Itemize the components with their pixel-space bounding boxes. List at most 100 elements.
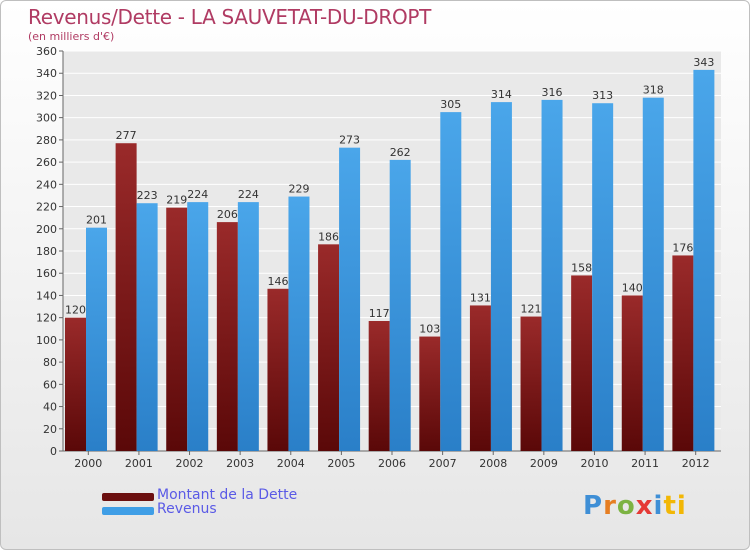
y-tick-label: 320 bbox=[36, 89, 57, 102]
bar-dette bbox=[469, 305, 491, 451]
logo-letter: r bbox=[603, 491, 617, 521]
legend-label-dette: Montant de la Dette bbox=[157, 487, 298, 503]
bar-dette bbox=[368, 321, 390, 451]
y-tick-label: 40 bbox=[43, 401, 57, 414]
data-label: 140 bbox=[622, 281, 643, 294]
logo-letter: o bbox=[616, 491, 636, 521]
bar-dette bbox=[621, 295, 643, 451]
x-tick-label: 2004 bbox=[277, 457, 305, 470]
data-label: 273 bbox=[339, 134, 360, 147]
data-label: 158 bbox=[571, 261, 592, 274]
axes: 0 20 40 60 80 100 120 140 160 180 200 220 240 260 280 3… bbox=[36, 45, 721, 470]
y-tick-label: 120 bbox=[36, 312, 57, 325]
bar-dette bbox=[65, 317, 86, 451]
bar-dette bbox=[318, 244, 340, 451]
legend-swatch-dette bbox=[102, 493, 154, 501]
logo-letter: x bbox=[635, 491, 654, 521]
bar-revenus bbox=[389, 159, 411, 451]
bar-revenus bbox=[440, 112, 462, 451]
bar-revenus bbox=[541, 99, 563, 451]
data-label: 186 bbox=[318, 230, 339, 243]
x-tick-label: 2001 bbox=[125, 457, 153, 470]
y-tick-label: 180 bbox=[36, 245, 57, 258]
x-tick-label: 2008 bbox=[479, 457, 507, 470]
bar-dette bbox=[672, 255, 694, 451]
data-label: 121 bbox=[521, 303, 542, 316]
data-label: 103 bbox=[419, 323, 440, 336]
bar-revenus bbox=[136, 203, 158, 451]
bar-revenus bbox=[86, 227, 107, 451]
x-tick-label: 2003 bbox=[226, 457, 254, 470]
data-label: 120 bbox=[65, 304, 86, 317]
y-tick-label: 60 bbox=[43, 378, 57, 391]
x-tick-label: 2002 bbox=[176, 457, 204, 470]
data-label: 316 bbox=[542, 86, 563, 99]
data-label: 343 bbox=[693, 56, 714, 69]
bar-revenus bbox=[592, 103, 614, 451]
x-tick-label: 2000 bbox=[74, 457, 102, 470]
bar-dette bbox=[115, 143, 137, 451]
y-tick-label: 140 bbox=[36, 289, 57, 302]
chart-title: Revenus/Dette - LA SAUVETAT-DU-DROPT bbox=[28, 5, 432, 29]
y-tick-label: 340 bbox=[36, 67, 57, 80]
data-label: 224 bbox=[238, 188, 259, 201]
logo-letter: i bbox=[653, 491, 664, 521]
data-label: 313 bbox=[592, 89, 613, 102]
data-label: 201 bbox=[86, 214, 107, 227]
bar-dette bbox=[216, 222, 238, 451]
data-label: 305 bbox=[440, 98, 461, 111]
legend-swatch-revenus bbox=[102, 507, 154, 515]
bars bbox=[65, 69, 715, 452]
bar-dette bbox=[520, 316, 542, 451]
proxiti-logo: Proxiti bbox=[583, 491, 687, 521]
bar-dette bbox=[267, 288, 289, 451]
data-label: 219 bbox=[166, 194, 187, 207]
x-tick-label: 2007 bbox=[429, 457, 457, 470]
x-tick-label: 2012 bbox=[682, 457, 710, 470]
y-tick-label: 360 bbox=[36, 45, 57, 58]
data-label: 206 bbox=[217, 208, 238, 221]
data-label: 277 bbox=[116, 129, 137, 142]
chart-subtitle: (en milliers d'€) bbox=[28, 30, 115, 43]
bar-revenus bbox=[339, 147, 361, 451]
x-tick-label: 2006 bbox=[378, 457, 406, 470]
x-tick-label: 2005 bbox=[327, 457, 355, 470]
data-label: 117 bbox=[369, 307, 390, 320]
bar-revenus bbox=[490, 102, 512, 451]
x-tick-label: 2010 bbox=[580, 457, 608, 470]
data-label: 131 bbox=[470, 291, 491, 304]
data-label: 314 bbox=[491, 88, 512, 101]
bar-revenus bbox=[693, 69, 715, 451]
data-label: 229 bbox=[288, 183, 309, 196]
bar-revenus bbox=[288, 196, 310, 451]
bar-dette bbox=[571, 275, 593, 451]
data-label: 318 bbox=[643, 84, 664, 97]
x-tick-label: 2009 bbox=[530, 457, 558, 470]
y-tick-label: 260 bbox=[36, 156, 57, 169]
data-label: 262 bbox=[390, 146, 411, 159]
y-tick-label: 100 bbox=[36, 334, 57, 347]
bar-dette bbox=[419, 336, 441, 451]
data-label: 176 bbox=[672, 241, 693, 254]
bar-revenus bbox=[642, 97, 664, 452]
y-tick-label: 200 bbox=[36, 223, 57, 236]
y-tick-label: 220 bbox=[36, 201, 57, 214]
data-label: 224 bbox=[187, 188, 208, 201]
y-tick-label: 240 bbox=[36, 178, 57, 191]
y-tick-label: 300 bbox=[36, 112, 57, 125]
y-tick-label: 160 bbox=[36, 267, 57, 280]
x-tick-label: 2011 bbox=[631, 457, 659, 470]
data-label: 146 bbox=[267, 275, 288, 288]
bar-dette bbox=[166, 207, 188, 451]
bar-revenus bbox=[187, 202, 209, 451]
logo-letter: P bbox=[583, 491, 604, 521]
y-tick-label: 280 bbox=[36, 134, 57, 147]
y-tick-label: 0 bbox=[50, 445, 57, 458]
y-tick-label: 80 bbox=[43, 356, 57, 369]
data-label: 223 bbox=[137, 189, 158, 202]
y-tick-label: 20 bbox=[43, 423, 57, 436]
bar-revenus bbox=[237, 202, 259, 451]
